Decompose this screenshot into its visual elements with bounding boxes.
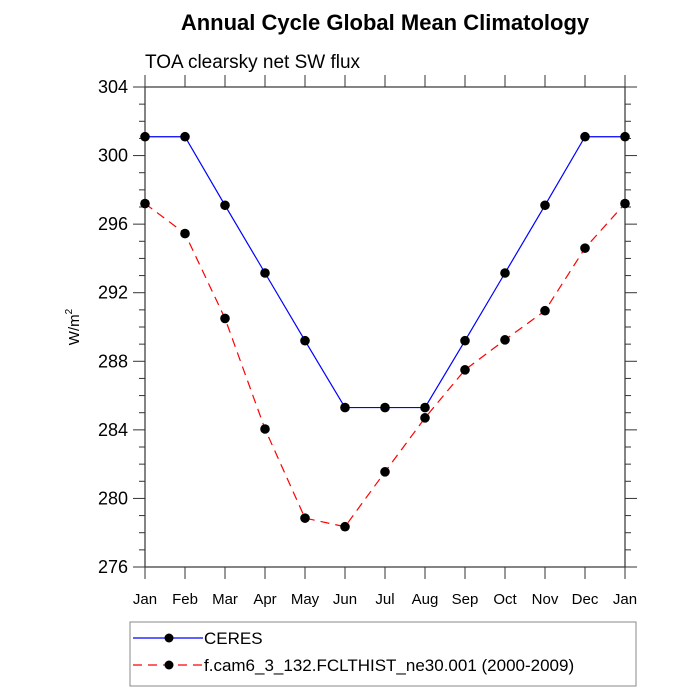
y-axis-label-superscript: 2 <box>64 308 75 314</box>
data-point <box>300 513 310 523</box>
x-tick-label: Feb <box>172 591 198 608</box>
x-tick-label: Apr <box>253 591 276 608</box>
data-point <box>180 228 190 239</box>
data-point <box>340 521 350 532</box>
x-tick-label: Aug <box>412 591 439 608</box>
data-point <box>220 313 230 324</box>
x-tick-label: Jun <box>333 591 357 608</box>
data-point <box>460 335 470 346</box>
data-point <box>580 131 590 142</box>
data-point <box>260 424 270 434</box>
x-tick-label: Jul <box>375 591 394 608</box>
data-point <box>380 467 390 477</box>
legend-item: CERES <box>133 629 263 648</box>
chart-subtitle: TOA clearsky net SW flux <box>145 52 361 73</box>
x-tick-label: Sep <box>452 591 479 608</box>
series-line <box>145 136 625 409</box>
x-tick-label: May <box>291 591 320 608</box>
data-point <box>580 243 590 253</box>
y-tick-label: 280 <box>98 488 128 508</box>
y-tick-label: 300 <box>98 146 128 166</box>
data-point <box>420 402 430 413</box>
legend-marker <box>164 660 174 670</box>
y-tick-label: 288 <box>98 351 128 371</box>
data-point <box>500 335 510 345</box>
y-axis-label-unit: W/m <box>66 314 83 345</box>
y-tick-label: 296 <box>98 214 128 234</box>
data-point <box>540 200 550 211</box>
x-tick-label: Nov <box>532 591 559 608</box>
data-point <box>340 402 350 413</box>
legend-box <box>129 621 637 687</box>
data-point <box>380 402 390 413</box>
series-ceres <box>140 131 630 413</box>
series-line <box>144 203 626 528</box>
data-point <box>140 131 150 142</box>
series-model <box>140 198 630 532</box>
data-point <box>260 268 270 278</box>
plot-frame <box>144 86 626 568</box>
legend-marker <box>164 633 174 643</box>
data-point <box>620 131 630 142</box>
y-tick-label: 304 <box>98 77 128 97</box>
data-point <box>180 131 190 142</box>
legend: CERES f.cam6_3_132.FCLTHIST_ne30.001 (200… <box>129 621 637 687</box>
legend-item: f.cam6_3_132.FCLTHIST_ne30.001 (2000-200… <box>133 656 574 675</box>
y-tick-label: 292 <box>98 283 128 303</box>
y-tick-label: 284 <box>98 420 128 440</box>
data-point <box>140 198 150 209</box>
data-point <box>420 413 430 423</box>
x-tick-label: Mar <box>212 591 238 608</box>
data-point <box>620 198 630 209</box>
chart-title: Annual Cycle Global Mean Climatology <box>181 10 590 35</box>
legend-label: CERES <box>204 629 263 648</box>
y-axis-ticks: 276 280 284 288 292 296 300 304 <box>98 77 637 577</box>
y-axis-label: W/m2 <box>64 308 83 345</box>
x-tick-label: Dec <box>572 591 599 608</box>
data-point <box>220 200 230 211</box>
x-axis-ticks: Jan Feb Mar Apr May Jun Jul Aug Sep Oct Nov Dec Jan <box>133 75 637 608</box>
y-tick-label: 276 <box>98 557 128 577</box>
plot-axes <box>144 86 626 568</box>
data-point <box>540 305 550 316</box>
x-tick-label: Oct <box>493 591 517 608</box>
data-point <box>500 268 510 278</box>
series-layer <box>140 131 630 532</box>
legend-label: f.cam6_3_132.FCLTHIST_ne30.001 (2000-200… <box>204 656 574 675</box>
data-point <box>300 335 310 346</box>
data-point <box>460 365 470 375</box>
x-tick-label: Jan <box>613 591 637 608</box>
x-tick-label: Jan <box>133 591 157 608</box>
